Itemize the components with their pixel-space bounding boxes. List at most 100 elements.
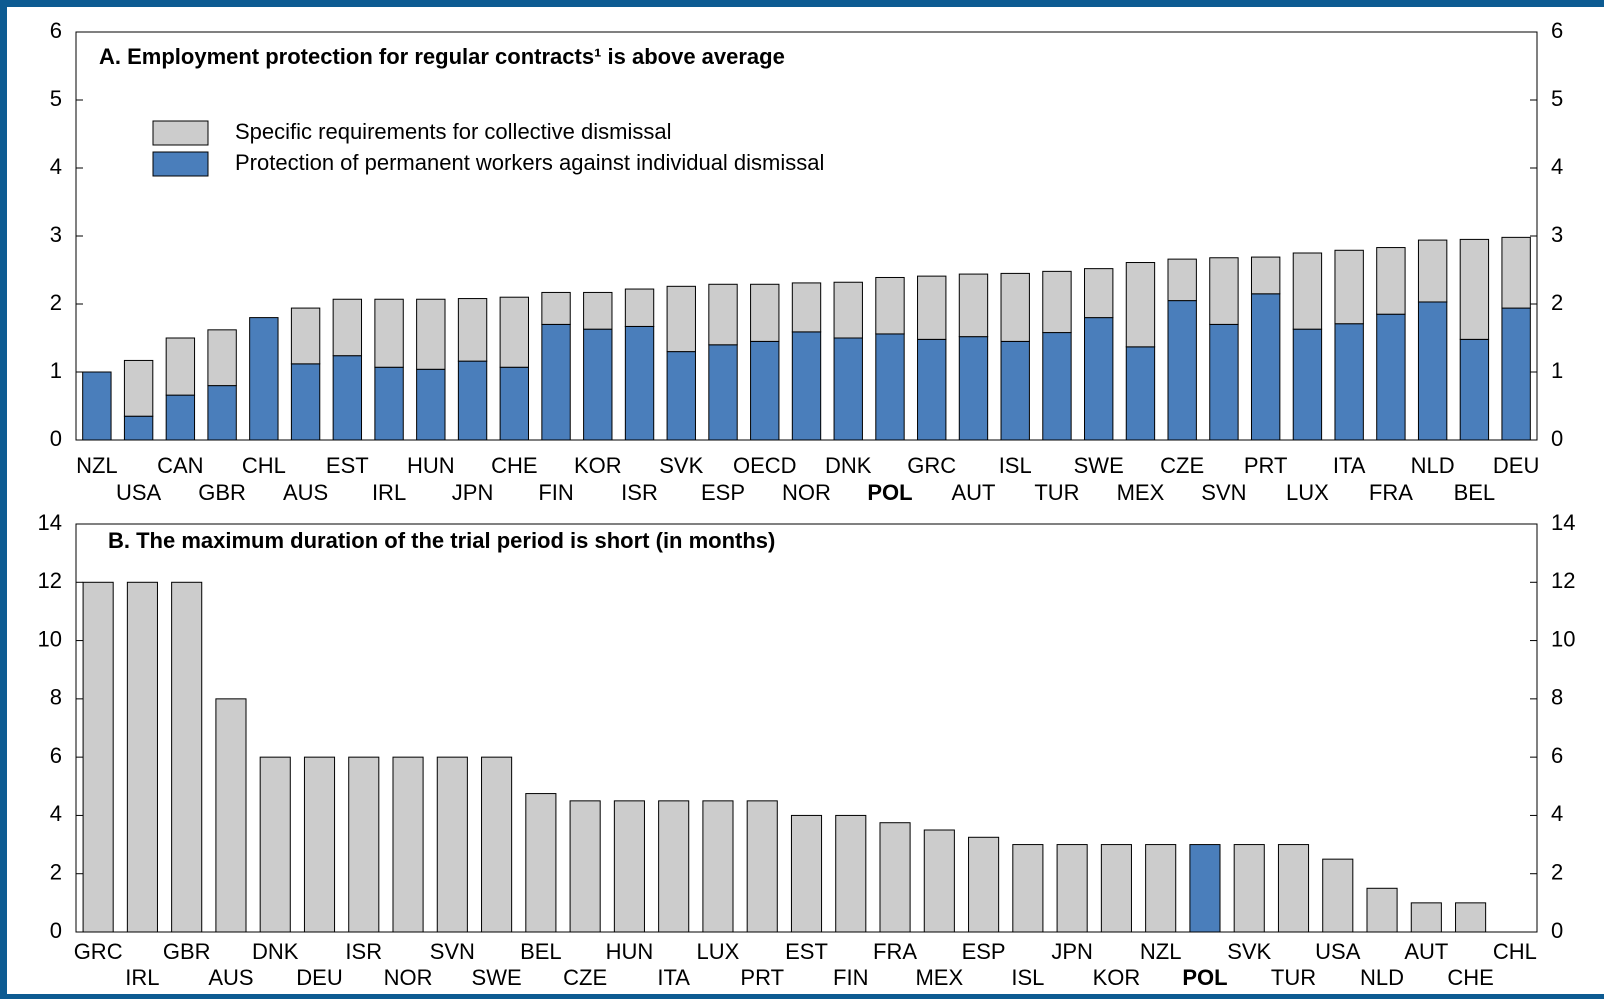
bar bbox=[303, 756, 336, 933]
bar-segment bbox=[1209, 323, 1239, 441]
x-tick-label: NOR bbox=[384, 965, 433, 990]
x-tick-label: JPN bbox=[1051, 939, 1093, 964]
bar bbox=[1100, 844, 1132, 933]
x-tick-label: LUX bbox=[697, 939, 740, 964]
bar bbox=[658, 800, 690, 933]
x-tick-label: DEU bbox=[1493, 453, 1539, 478]
x-tick-label: DEU bbox=[296, 965, 342, 990]
y-tick-label: 2 bbox=[50, 290, 62, 315]
bar-segment bbox=[958, 273, 989, 338]
x-tick-label: NZL bbox=[76, 453, 118, 478]
x-tick-label: NLD bbox=[1360, 965, 1404, 990]
bar bbox=[1366, 887, 1398, 933]
bar-segment bbox=[1167, 258, 1197, 302]
bar bbox=[835, 814, 867, 933]
bar-segment bbox=[917, 275, 947, 340]
y2-tick-label: 0 bbox=[1551, 918, 1563, 943]
x-tick-label: NLD bbox=[1411, 453, 1455, 478]
x-tick-label: SWE bbox=[472, 965, 522, 990]
bar-segment bbox=[666, 351, 696, 441]
x-tick-label: ESP bbox=[701, 480, 745, 505]
bar bbox=[392, 756, 424, 933]
y-tick-label: 4 bbox=[50, 801, 62, 826]
bar-segment bbox=[1042, 332, 1072, 441]
bar bbox=[436, 756, 468, 933]
legend-swatch bbox=[152, 151, 209, 177]
x-tick-label: MEX bbox=[1117, 480, 1165, 505]
bar-segment bbox=[1459, 238, 1490, 340]
x-tick-label: FRA bbox=[873, 939, 917, 964]
x-tick-label: SVN bbox=[1201, 480, 1246, 505]
bar-segment bbox=[833, 337, 863, 441]
y2-tick-label: 4 bbox=[1551, 801, 1563, 826]
x-tick-label: CHE bbox=[1447, 965, 1493, 990]
bar-segment bbox=[583, 328, 613, 441]
bar bbox=[1145, 844, 1177, 933]
y2-tick-label: 1 bbox=[1551, 358, 1563, 383]
bar-segment bbox=[1084, 317, 1114, 441]
x-tick-label: HUN bbox=[606, 939, 654, 964]
bar-segment bbox=[207, 385, 237, 441]
bar-segment bbox=[82, 371, 112, 441]
bar bbox=[1277, 844, 1310, 933]
y-tick-label: 6 bbox=[50, 743, 62, 768]
bar bbox=[1233, 844, 1265, 933]
y2-tick-label: 4 bbox=[1551, 154, 1563, 179]
x-tick-label: LUX bbox=[1286, 480, 1329, 505]
x-tick-label: CZE bbox=[563, 965, 607, 990]
x-tick-label: ISR bbox=[621, 480, 658, 505]
bar bbox=[171, 581, 203, 933]
bar-segment bbox=[624, 325, 655, 441]
x-tick-label: CHL bbox=[242, 453, 286, 478]
y-tick-label: 10 bbox=[38, 626, 62, 651]
y-tick-label: 0 bbox=[50, 426, 62, 451]
chart-title: A. Employment protection for regular con… bbox=[99, 44, 785, 69]
y-tick-label: 3 bbox=[50, 222, 62, 247]
y2-tick-label: 12 bbox=[1551, 568, 1575, 593]
bar bbox=[613, 800, 645, 933]
bar-segment bbox=[917, 338, 947, 441]
legend-label: Specific requirements for collective dis… bbox=[235, 119, 672, 144]
bar-segment bbox=[708, 344, 738, 441]
y2-tick-label: 2 bbox=[1551, 290, 1563, 315]
y-tick-label: 5 bbox=[50, 86, 62, 111]
bar bbox=[1189, 844, 1221, 933]
bar bbox=[1455, 902, 1487, 933]
bar-segment bbox=[123, 415, 154, 441]
x-tick-label: FIN bbox=[833, 965, 868, 990]
bar-segment bbox=[1292, 252, 1323, 330]
x-tick-label: POL bbox=[1182, 965, 1227, 990]
x-tick-label: AUS bbox=[283, 480, 328, 505]
x-tick-label: JPN bbox=[452, 480, 494, 505]
bar bbox=[1012, 844, 1044, 933]
y-tick-label: 8 bbox=[50, 685, 62, 710]
bar bbox=[126, 581, 158, 933]
y2-tick-label: 0 bbox=[1551, 426, 1563, 451]
bar-segment bbox=[1417, 239, 1448, 303]
bar-segment bbox=[499, 296, 529, 368]
x-tick-label: GBR bbox=[198, 480, 246, 505]
bar-segment bbox=[207, 329, 237, 387]
x-tick-label: FRA bbox=[1369, 480, 1413, 505]
y2-tick-label: 3 bbox=[1551, 222, 1563, 247]
bar-segment bbox=[1125, 346, 1156, 441]
bar-segment bbox=[1209, 257, 1239, 325]
x-tick-label: AUS bbox=[208, 965, 253, 990]
x-tick-label: USA bbox=[116, 480, 162, 505]
bar-segment bbox=[249, 317, 279, 441]
bar-segment bbox=[1334, 249, 1364, 325]
bar-segment bbox=[1042, 270, 1072, 334]
bar-segment bbox=[457, 360, 488, 441]
x-tick-label: ESP bbox=[962, 939, 1006, 964]
x-tick-label: KOR bbox=[1093, 965, 1141, 990]
x-tick-label: CHL bbox=[1493, 939, 1537, 964]
bar-segment bbox=[332, 298, 363, 357]
bar-segment bbox=[457, 298, 488, 362]
y2-tick-label: 5 bbox=[1551, 86, 1563, 111]
bar-segment bbox=[1376, 247, 1406, 315]
x-tick-label: NZL bbox=[1140, 939, 1182, 964]
x-tick-label: DNK bbox=[252, 939, 299, 964]
x-tick-label: ITA bbox=[657, 965, 690, 990]
